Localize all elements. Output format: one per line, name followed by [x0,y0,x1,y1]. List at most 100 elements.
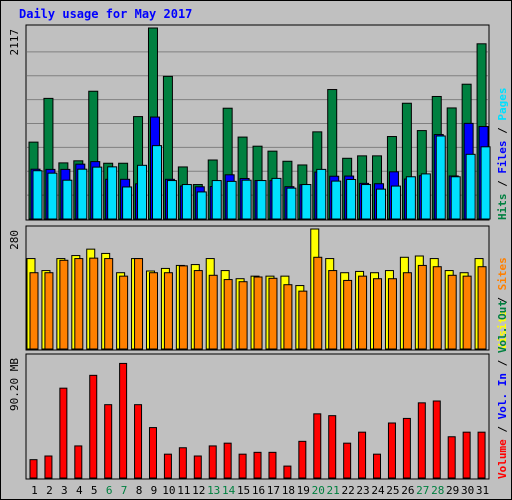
bar-sites-day-26 [402,272,412,350]
bar-pages-day-5 [92,166,103,220]
bar-pages-day-13 [211,180,222,220]
bar-volume-day-5 [89,374,98,479]
bar-volume-day-16 [253,451,262,479]
bar-sites-day-12 [193,270,203,350]
bar-pages-day-3 [62,179,73,220]
bar-sites-day-24 [373,278,383,350]
x-tick-label-20: 20 [312,484,325,497]
bar-pages-day-6 [107,166,118,220]
bar-sites-day-1 [29,272,39,350]
x-tick-label-25: 25 [386,484,399,497]
volume-ymax-label: 90.20 MB [8,358,21,411]
bar-pages-day-9 [151,145,162,220]
bar-volume-day-17 [268,451,277,479]
x-tick-label-16: 16 [252,484,265,497]
bar-volume-day-20 [313,413,322,479]
bar-sites-day-11 [178,265,188,350]
bar-sites-day-31 [477,266,487,350]
bar-sites-day-8 [134,258,144,350]
bar-sites-day-30 [462,275,472,350]
bar-sites-day-20 [313,256,323,350]
x-tick-label-28: 28 [431,484,444,497]
legend-entry-sites: Sites [496,257,509,290]
bar-volume-day-14 [223,442,232,479]
bar-pages-day-10 [166,180,177,220]
bar-volume-day-28 [432,400,441,479]
x-tick-label-30: 30 [461,484,474,497]
bar-volume-day-18 [283,465,292,479]
bar-sites-day-28 [432,266,442,350]
bar-volume-day-4 [74,445,83,479]
bar-pages-day-28 [435,135,446,220]
bar-pages-day-16 [256,180,267,220]
x-tick-label-22: 22 [341,484,354,497]
bar-volume-day-27 [417,402,426,479]
bar-sites-day-15 [238,281,248,350]
bar-volume-day-30 [462,431,471,479]
bar-volume-day-29 [447,436,456,479]
visits-sites-ymax-label: 280 [8,230,21,250]
x-tick-label-5: 5 [91,484,98,497]
bar-pages-day-19 [301,184,312,220]
x-tick-label-26: 26 [401,484,414,497]
bar-pages-day-26 [405,176,416,220]
x-tick-label-18: 18 [282,484,295,497]
bar-sites-day-25 [387,278,397,350]
bar-volume-day-21 [328,415,337,479]
bar-sites-day-16 [253,276,263,350]
bar-pages-day-23 [361,184,372,220]
legend-separator: / [496,290,509,310]
bar-sites-day-6 [104,258,114,350]
x-tick-label-23: 23 [356,484,369,497]
legend-entry-visits: Visits [496,310,509,350]
legend-separator: / [496,419,509,439]
bar-volume-day-6 [104,404,113,479]
x-tick-label-17: 17 [267,484,280,497]
volume-side-legend: Volume / Vol. In / Vol. Out [496,300,509,479]
bar-volume-day-22 [343,442,352,479]
legend-entry-vol-out: Vol. Out [496,300,509,353]
bar-volume-day-13 [208,445,217,479]
bar-pages-day-4 [77,168,88,220]
bar-sites-day-19 [298,290,308,350]
legend-entry-pages: Pages [496,88,509,121]
bar-pages-day-11 [181,184,192,220]
bar-sites-day-2 [44,272,54,350]
x-tick-label-21: 21 [327,484,340,497]
x-tick-label-12: 12 [192,484,205,497]
bar-volume-day-10 [163,453,172,479]
x-tick-label-8: 8 [136,484,143,497]
bar-volume-day-3 [59,387,68,479]
x-tick-label-14: 14 [222,484,236,497]
bar-volume-day-15 [238,453,247,479]
x-tick-label-9: 9 [151,484,158,497]
legend-entry-hits: Hits [496,194,509,221]
bar-pages-day-1 [32,170,43,220]
bar-pages-day-15 [241,179,252,220]
bar-pages-day-30 [465,153,476,220]
legend-separator: / [496,174,509,194]
legend-entry-volume: Volume [496,439,509,479]
bar-pages-day-2 [47,172,58,220]
bar-sites-day-18 [283,284,293,350]
legend-separator: / [496,121,509,141]
bar-sites-day-4 [74,258,84,350]
bar-pages-day-20 [316,168,327,220]
bar-pages-day-7 [122,186,133,220]
legend-entry-vol-in: Vol. In [496,373,509,419]
x-tick-label-10: 10 [162,484,175,497]
bar-sites-day-7 [119,275,129,350]
bar-pages-day-27 [420,173,431,220]
bar-volume-day-2 [44,455,53,479]
bar-sites-day-22 [343,279,353,350]
bar-pages-day-25 [390,185,401,220]
bar-pages-day-8 [137,164,148,220]
bar-pages-day-24 [376,188,387,220]
bar-sites-day-17 [268,277,278,350]
bar-pages-day-14 [226,180,237,220]
bar-volume-day-25 [387,422,396,479]
bar-pages-day-12 [196,191,207,220]
x-tick-label-27: 27 [416,484,429,497]
x-tick-label-31: 31 [476,484,489,497]
